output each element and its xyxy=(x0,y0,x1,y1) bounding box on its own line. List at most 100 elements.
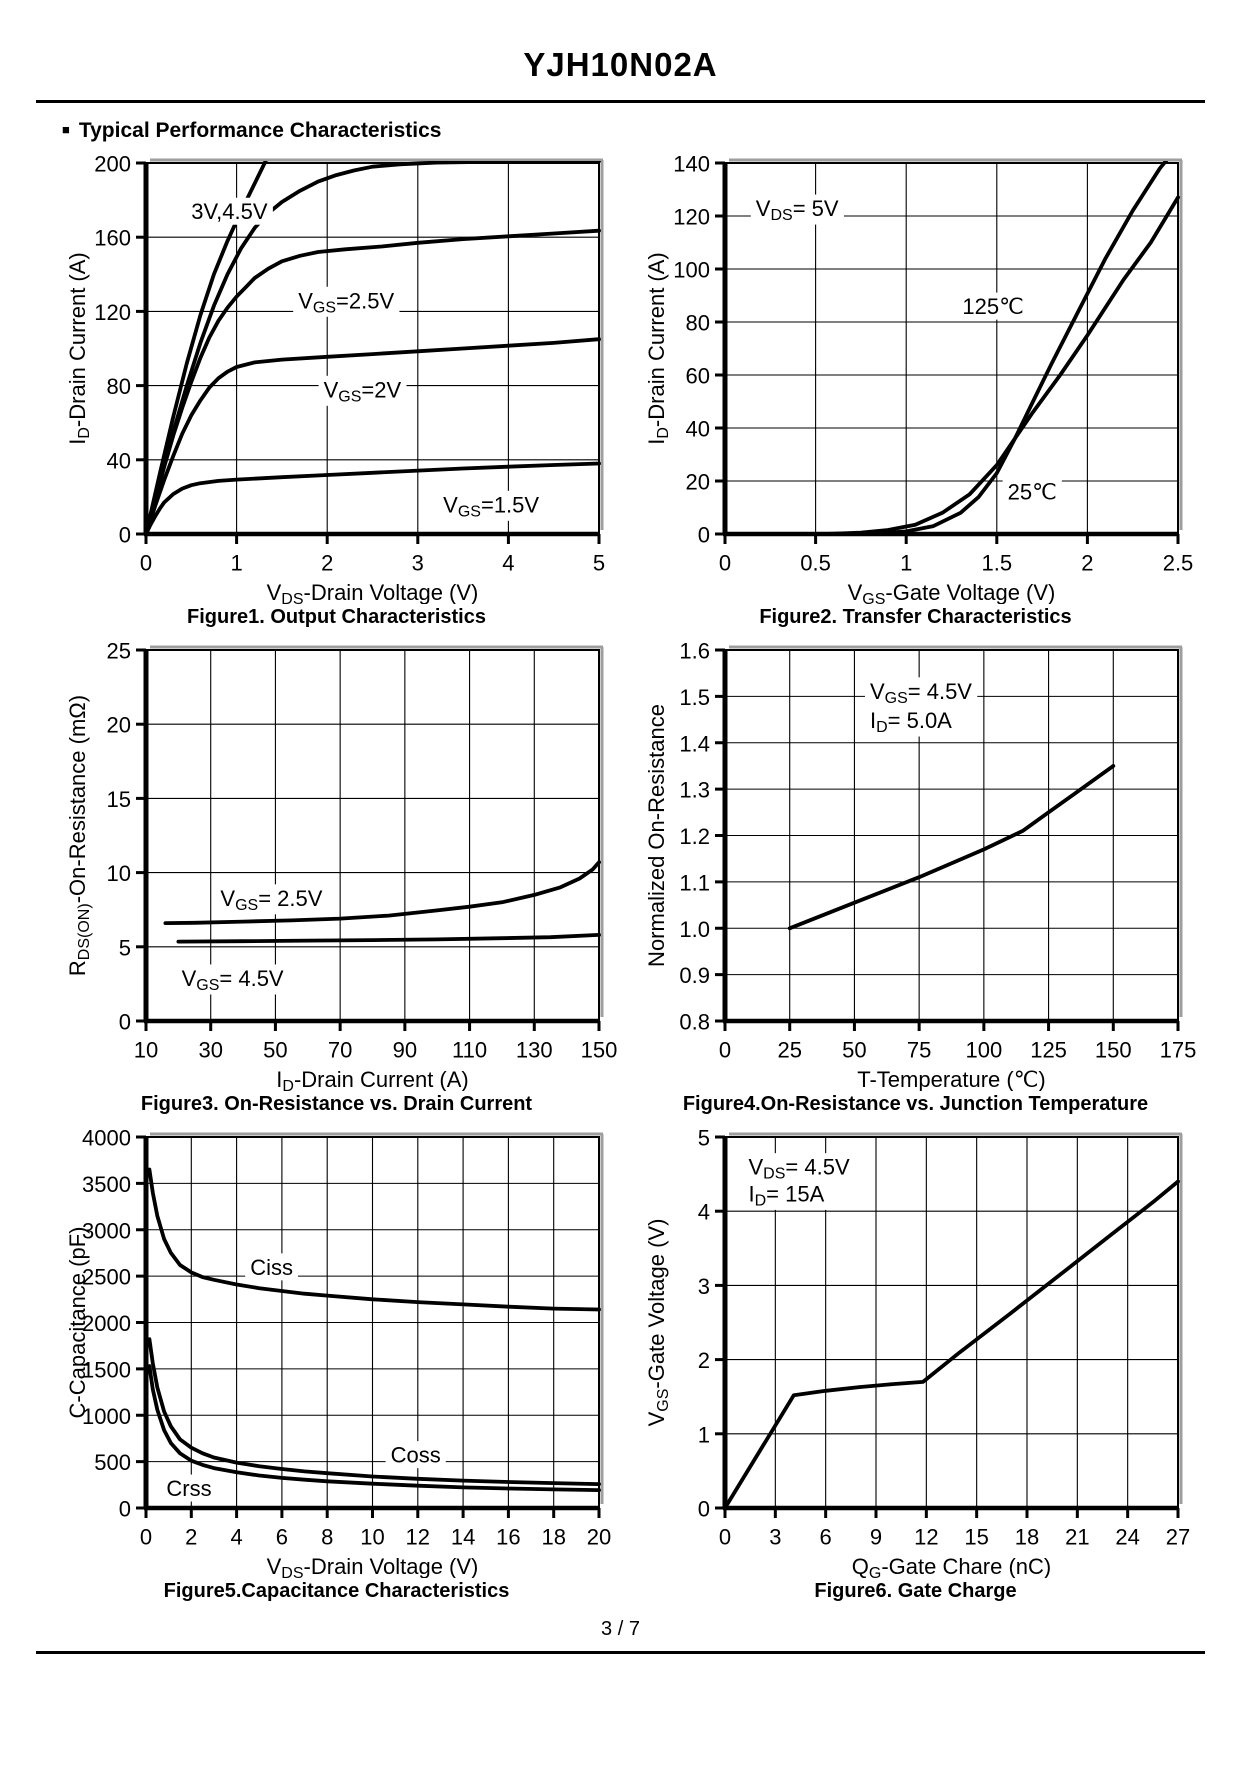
svg-text:4: 4 xyxy=(698,1200,710,1225)
svg-text:2: 2 xyxy=(698,1348,710,1373)
svg-text:110: 110 xyxy=(452,1038,487,1063)
svg-text:0: 0 xyxy=(140,551,152,576)
svg-text:1.2: 1.2 xyxy=(679,824,710,849)
svg-text:175: 175 xyxy=(1160,1038,1197,1063)
svg-text:0: 0 xyxy=(719,1525,731,1550)
svg-text:50: 50 xyxy=(263,1038,287,1063)
svg-text:RDS(ON)-On-Resistance (mΩ): RDS(ON)-On-Resistance (mΩ) xyxy=(65,695,93,976)
svg-text:8: 8 xyxy=(321,1525,333,1550)
svg-text:10: 10 xyxy=(107,861,131,886)
svg-text:ID= 15A: ID= 15A xyxy=(748,1181,824,1209)
svg-text:500: 500 xyxy=(94,1450,131,1475)
svg-text:4: 4 xyxy=(502,551,514,576)
svg-text:120: 120 xyxy=(673,205,710,230)
svg-text:30: 30 xyxy=(198,1038,222,1063)
svg-text:ID-Drain Current (A): ID-Drain Current (A) xyxy=(644,252,672,445)
svg-text:160: 160 xyxy=(94,226,131,251)
svg-text:1.6: 1.6 xyxy=(679,639,710,664)
svg-text:20: 20 xyxy=(686,470,710,495)
svg-text:0: 0 xyxy=(140,1525,152,1550)
svg-text:125: 125 xyxy=(1030,1038,1067,1063)
figure-3-on-resistance-vs-drain-current: 10 30 50 70 90 110 130 150 0 5 10 15 20 25 ID-Drain Cu… xyxy=(54,636,619,1121)
svg-text:200: 200 xyxy=(94,152,131,177)
svg-text:4: 4 xyxy=(230,1525,242,1550)
figure3-caption: Figure3. On-Resistance vs. Drain Current xyxy=(140,1093,533,1115)
svg-text:1: 1 xyxy=(230,551,242,576)
page-title: YJH10N02A xyxy=(523,46,718,83)
svg-text:140: 140 xyxy=(673,152,710,177)
svg-text:ID-Drain Current (A): ID-Drain Current (A) xyxy=(276,1067,469,1092)
svg-text:1.1: 1.1 xyxy=(679,870,710,895)
svg-text:C-Capacitance (pF): C-Capacitance (pF) xyxy=(65,1227,90,1419)
svg-text:0: 0 xyxy=(698,523,710,548)
svg-text:5: 5 xyxy=(119,935,131,960)
svg-text:0.8: 0.8 xyxy=(679,1010,710,1035)
svg-text:2: 2 xyxy=(321,551,333,576)
svg-text:6: 6 xyxy=(820,1525,832,1550)
figure5-caption: Figure5.Capacitance Characteristics xyxy=(163,1580,510,1602)
svg-text:VDS= 4.5V: VDS= 4.5V xyxy=(748,1154,849,1182)
page-footer: 3 / 7 xyxy=(0,1618,1241,1654)
page-header: YJH10N02A ■ Typical Performance Character… xyxy=(0,46,1241,143)
svg-text:24: 24 xyxy=(1115,1525,1139,1550)
svg-text:0: 0 xyxy=(119,1497,131,1522)
svg-text:0: 0 xyxy=(698,1497,710,1522)
svg-text:18: 18 xyxy=(1015,1525,1039,1550)
svg-text:90: 90 xyxy=(393,1038,417,1063)
svg-text:Coss: Coss xyxy=(391,1442,441,1467)
svg-text:130: 130 xyxy=(516,1038,553,1063)
svg-text:16: 16 xyxy=(496,1525,520,1550)
svg-text:6: 6 xyxy=(276,1525,288,1550)
header-rule xyxy=(36,100,1205,103)
svg-text:25: 25 xyxy=(777,1038,801,1063)
svg-text:15: 15 xyxy=(964,1525,988,1550)
svg-text:VGS-Gate Voltage (V): VGS-Gate Voltage (V) xyxy=(644,1219,672,1427)
svg-text:0.5: 0.5 xyxy=(800,551,831,576)
svg-text:20: 20 xyxy=(587,1525,611,1550)
footer-rule xyxy=(36,1651,1205,1654)
svg-text:VDS-Drain Voltage (V): VDS-Drain Voltage (V) xyxy=(267,1554,479,1579)
svg-text:10: 10 xyxy=(360,1525,384,1550)
svg-text:15: 15 xyxy=(107,787,131,812)
figure2-caption: Figure2. Transfer Characteristics xyxy=(759,606,1072,628)
svg-text:VGS=2V: VGS=2V xyxy=(324,377,402,405)
svg-text:2500: 2500 xyxy=(82,1265,131,1290)
svg-text:3500: 3500 xyxy=(82,1172,131,1197)
figure-4-on-resistance-vs-junction-temperature: 0 25 50 75 100 125 150 175 0.8 0.9 1.0 1.1 1.2 1.3 1.4… xyxy=(633,636,1198,1121)
svg-text:18: 18 xyxy=(541,1525,565,1550)
svg-text:Crss: Crss xyxy=(166,1476,211,1501)
svg-text:2: 2 xyxy=(185,1525,197,1550)
svg-text:Normalized On-Resistance: Normalized On-Resistance xyxy=(644,704,669,967)
svg-text:150: 150 xyxy=(1095,1038,1132,1063)
svg-text:100: 100 xyxy=(673,258,710,283)
svg-text:75: 75 xyxy=(907,1038,931,1063)
svg-text:0: 0 xyxy=(119,523,131,548)
svg-text:T-Temperature (℃): T-Temperature (℃) xyxy=(857,1067,1046,1092)
svg-text:40: 40 xyxy=(686,417,710,442)
figure1-chart: 0 1 2 3 4 5 0 40 80 120 160 200 VDS-Drain Voltage (V… xyxy=(65,152,606,605)
svg-text:Ciss: Ciss xyxy=(250,1254,293,1279)
section-heading-text: Typical Performance Characteristics xyxy=(78,119,442,142)
svg-text:21: 21 xyxy=(1065,1525,1089,1550)
svg-text:2: 2 xyxy=(1081,551,1093,576)
figure6-caption: Figure6. Gate Charge xyxy=(814,1580,1017,1602)
section-heading: ■ Typical Performance Characteristics xyxy=(62,119,1241,143)
svg-text:5: 5 xyxy=(593,551,605,576)
svg-text:1500: 1500 xyxy=(82,1357,131,1382)
svg-text:1.5: 1.5 xyxy=(982,551,1013,576)
svg-text:VGS= 4.5V: VGS= 4.5V xyxy=(182,965,284,993)
svg-text:80: 80 xyxy=(686,311,710,336)
svg-text:14: 14 xyxy=(451,1525,475,1550)
svg-text:20: 20 xyxy=(107,713,131,738)
svg-text:40: 40 xyxy=(107,448,131,473)
svg-text:5: 5 xyxy=(698,1126,710,1151)
svg-text:9: 9 xyxy=(870,1525,882,1550)
figure2-chart: 0 0.5 1 1.5 2 2.5 0 20 40 60 80 100 120 140 VGS-Gate V… xyxy=(644,152,1194,605)
svg-text:4000: 4000 xyxy=(82,1126,131,1151)
svg-text:70: 70 xyxy=(328,1038,352,1063)
figure-6-gate-charge: 0 3 6 9 12 15 18 21 24 27 0 1 2 3 4 5 QG-Gate Chare (nC)… xyxy=(633,1123,1198,1608)
svg-text:1.3: 1.3 xyxy=(679,778,710,803)
svg-text:3V,4.5V: 3V,4.5V xyxy=(191,199,268,224)
charts-grid: 0 1 2 3 4 5 0 40 80 120 160 200 VDS-Drain Voltage (V… xyxy=(54,149,1241,1608)
svg-text:ID= 5.0A: ID= 5.0A xyxy=(870,708,952,736)
